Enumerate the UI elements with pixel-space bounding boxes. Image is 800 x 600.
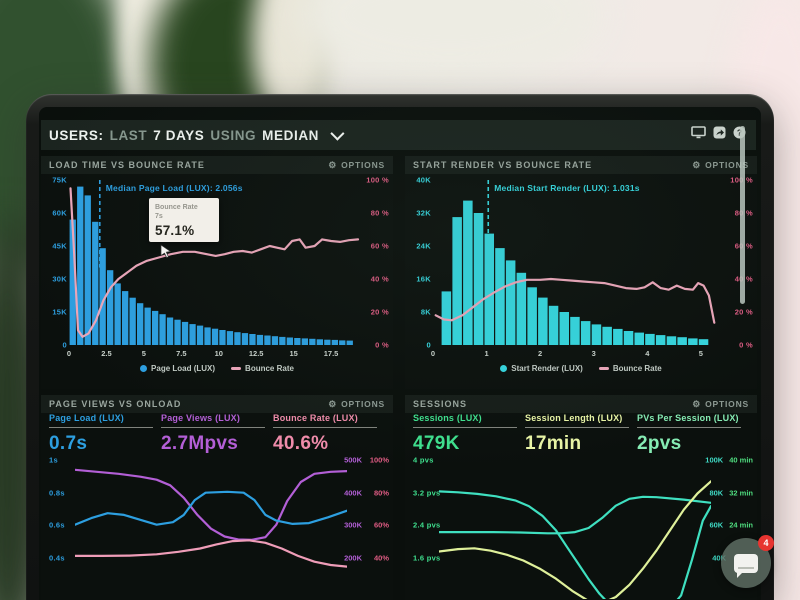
gear-icon: ⚙ [692,398,702,409]
legend-dot-icon [500,365,508,372]
header-title-dropdown[interactable]: USERS: LAST 7 DAYS USING MEDIAN [49,126,345,143]
options-button[interactable]: ⚙ OPTIONS [328,159,385,170]
chat-button[interactable]: 4 [721,535,774,588]
tooltip-value: 57.1% [155,223,195,238]
line-chart-area: 1s 0.8s 0.6s 0.4s 500K 100% 400K 80% 300K 60% 200… [41,455,393,600]
panel-title-bar: LOAD TIME VS BOUNCE RATE ⚙ OPTIONS [41,156,393,174]
left-axis-ticks: 1s 0.8s 0.6s 0.4s [49,455,65,563]
panel-title: PAGE VIEWS VS ONLOAD [49,399,182,409]
panel-title: START RENDER VS BOUNCE RATE [413,160,593,170]
panel-load-time-vs-bounce-rate: LOAD TIME VS BOUNCE RATE ⚙ OPTIONS 75K 60K… [41,156,393,389]
legend-item[interactable]: Bounce Rate [231,364,294,373]
median-annotation: Median Start Render (LUX): 1.031s [494,183,640,193]
right-axis-ticks: 100 %80 %60 %40 %20 %0 % [366,175,389,350]
laptop-bezel: USERS: LAST 7 DAYS USING MEDIAN ? [26,94,774,600]
panel-grid: LOAD TIME VS BOUNCE RATE ⚙ OPTIONS 75K 60K… [41,156,757,600]
x-axis-ticks: 0 2.5 5 7.5 10 12.5 15 17.5 [66,349,339,358]
panel-title-bar: SESSIONS ⚙ OPTIONS [405,395,757,413]
line-plot[interactable] [439,457,711,599]
panel-title-bar: PAGE VIEWS VS ONLOAD ⚙ OPTIONS [41,395,393,413]
options-button[interactable]: ⚙ OPTIONS [328,398,385,409]
metric-page-load: Page Load (LUX) 0.7s [49,413,153,455]
legend-dot-icon [140,365,148,372]
metric-bounce-rate: Bounce Rate (LUX) 40.6% [273,413,377,455]
right-axis-ticks: 100K 40 min 80K 32 min 60K 24 min 40K [705,455,753,563]
gear-icon: ⚙ [328,398,338,409]
chart-tooltip: Bounce Rate 7s 57.1% [149,198,219,242]
share-icon[interactable] [713,126,726,144]
scrollbar-thumb[interactable] [740,126,745,304]
chart-legend: Start Render (LUX) Bounce Rate [405,364,757,373]
left-axis-ticks: 4 pvs 3.2 pvs 2.4 pvs 1.6 pvs [413,455,441,563]
chart-legend: Page Load (LUX) Bounce Rate [41,364,393,373]
panel-title-bar: START RENDER VS BOUNCE RATE ⚙ OPTIONS [405,156,757,174]
notification-badge: 4 [758,535,774,551]
tooltip-x-value: 7s [155,213,163,220]
metric-pvs-per-session: PVs Per Session (LUX) 2pvs [637,413,741,455]
header-users-label: USERS: [49,127,104,143]
panel-start-render-vs-bounce-rate: START RENDER VS BOUNCE RATE ⚙ OPTIONS 40K… [405,156,757,389]
header-using-label: USING [210,127,257,143]
legend-dash-icon [231,367,242,370]
panel-sessions: SESSIONS ⚙ OPTIONS Sessions (LUX) 479K Se… [405,395,757,600]
metric-sessions: Sessions (LUX) 479K [413,413,517,455]
metric-summary-row: Sessions (LUX) 479K Session Length (LUX)… [413,413,749,455]
background-highlight [300,0,600,80]
options-button[interactable]: ⚙ OPTIONS [692,159,749,170]
display-icon[interactable] [691,126,706,144]
tooltip-series: Bounce Rate [155,204,198,211]
right-axis-ticks: 500K 100% 400K 80% 300K 60% 200K 40% [344,455,389,563]
left-axis-ticks: 40K 32K 24K 16K 8K 0 [416,175,431,350]
legend-item[interactable]: Bounce Rate [598,364,662,373]
gear-icon: ⚙ [328,159,338,170]
histogram-plot[interactable] [433,180,725,346]
dashboard-screen: USERS: LAST 7 DAYS USING MEDIAN ? [39,107,761,600]
metric-session-length: Session Length (LUX) 17min [525,413,629,455]
legend-item[interactable]: Page Load (LUX) [140,364,215,373]
chevron-down-icon [330,126,345,141]
svg-text:?: ? [737,127,742,137]
header-range-label: 7 DAYS [153,127,205,143]
gear-icon: ⚙ [692,159,702,170]
dashboard-header: USERS: LAST 7 DAYS USING MEDIAN ? [41,120,756,150]
metric-page-views: Page Views (LUX) 2.7Mpvs [161,413,265,455]
header-last-label: LAST [109,127,148,143]
legend-dash-icon [598,367,609,370]
histogram-plot[interactable] [69,180,361,346]
right-axis-ticks: 100 %80 %60 %40 %20 %0 % [730,175,753,350]
median-annotation: Median Page Load (LUX): 2.056s [105,183,243,193]
line-plot[interactable] [75,457,347,599]
options-button[interactable]: ⚙ OPTIONS [692,398,749,409]
line-chart-area: 4 pvs 3.2 pvs 2.4 pvs 1.6 pvs 100K 40 min 80K… [405,455,757,600]
chat-icon [734,553,758,578]
metric-summary-row: Page Load (LUX) 0.7s Page Views (LUX) 2.… [49,413,385,455]
panel-title: SESSIONS [413,399,468,409]
header-metric-label: MEDIAN [262,127,320,143]
panel-page-views-vs-onload: PAGE VIEWS VS ONLOAD ⚙ OPTIONS Page Load … [41,395,393,600]
legend-item[interactable]: Start Render (LUX) [500,364,583,373]
panel-title: LOAD TIME VS BOUNCE RATE [49,160,205,170]
left-axis-ticks: 75K 60K 45K 30K 15K 0 [52,175,67,350]
mouse-cursor-icon [160,244,172,263]
